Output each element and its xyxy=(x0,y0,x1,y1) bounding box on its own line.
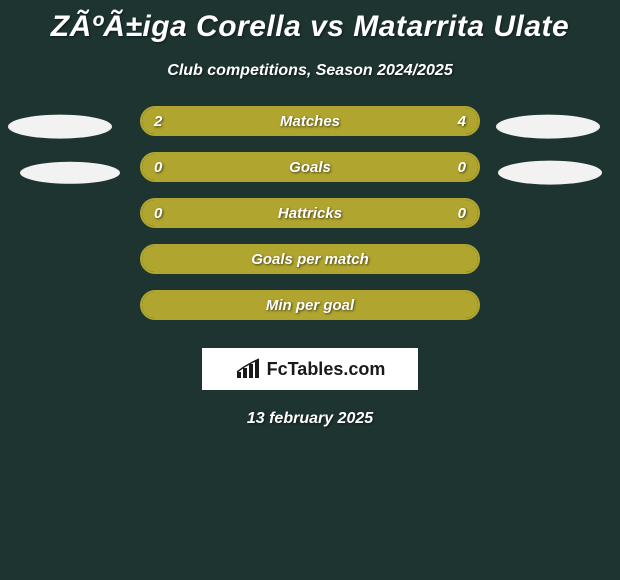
comparison-row: 00Goals xyxy=(0,152,620,198)
stat-bar: 24Matches xyxy=(140,106,480,136)
date-label: 13 february 2025 xyxy=(0,410,620,428)
fctables-logo: FcTables.com xyxy=(202,348,418,390)
page-subtitle: Club competitions, Season 2024/2025 xyxy=(0,62,620,80)
placeholder-ellipse xyxy=(20,162,120,184)
placeholder-ellipse xyxy=(496,115,600,139)
placeholder-ellipse xyxy=(498,161,602,185)
comparison-rows: 24Matches 00Goals 00Hattricks Goals per mat… xyxy=(0,106,620,336)
stat-label: Matches xyxy=(142,108,478,134)
stat-bar: 00Hattricks xyxy=(140,198,480,228)
comparison-row: Min per goal xyxy=(0,290,620,336)
page-title: ZÃºÃ±iga Corella vs Matarrita Ulate xyxy=(0,0,620,44)
stat-label: Goals xyxy=(142,154,478,180)
logo-text: FcTables.com xyxy=(267,359,386,380)
comparison-row: Goals per match xyxy=(0,244,620,290)
comparison-row: 24Matches xyxy=(0,106,620,152)
stat-bar: Goals per match xyxy=(140,244,480,274)
placeholder-ellipse xyxy=(8,115,112,139)
stat-label: Hattricks xyxy=(142,200,478,226)
comparison-row: 00Hattricks xyxy=(0,198,620,244)
stat-label: Min per goal xyxy=(142,292,478,318)
bars-icon xyxy=(235,358,261,380)
stat-bar: Min per goal xyxy=(140,290,480,320)
stat-bar: 00Goals xyxy=(140,152,480,182)
stat-label: Goals per match xyxy=(142,246,478,272)
